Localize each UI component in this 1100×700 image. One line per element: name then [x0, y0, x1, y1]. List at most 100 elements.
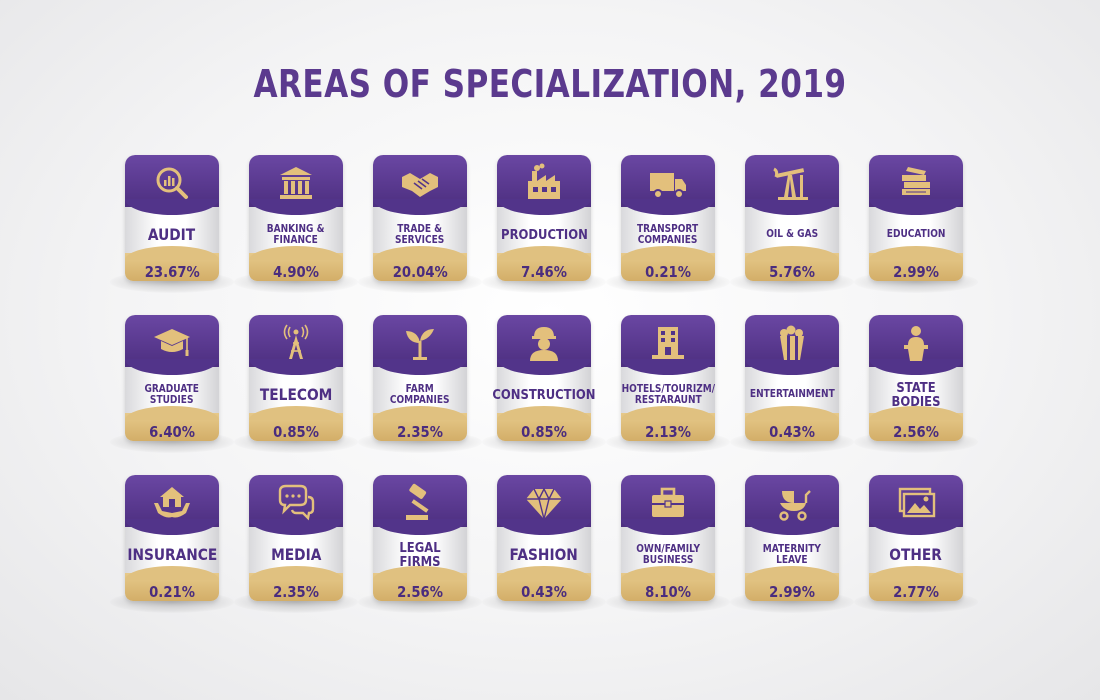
specialization-card: ENTERTAINMENT 0.43%	[730, 315, 854, 453]
card-value-band	[869, 406, 963, 441]
card-value: 0.43%	[521, 583, 567, 601]
specialization-grid: AUDIT 23.67% BANKING & FINANCE 4.90% TRA…	[110, 155, 978, 613]
gavel-icon	[400, 483, 440, 523]
oil-pump-icon	[772, 163, 812, 203]
card-value-band	[249, 566, 343, 601]
card-value-band	[869, 566, 963, 601]
speaker-podium-icon	[896, 323, 936, 363]
worker-helmet-icon	[524, 323, 564, 363]
card-value: 6.40%	[149, 423, 195, 441]
factory-icon	[524, 163, 564, 203]
card-label: ENTERTAINMENT	[749, 388, 835, 401]
card-value: 7.46%	[521, 263, 567, 281]
card-label: MEDIA	[270, 544, 322, 564]
card-value: 2.99%	[769, 583, 815, 601]
specialization-card: FARM COMPANIES 2.35%	[358, 315, 482, 453]
antenna-tower-icon	[276, 323, 316, 363]
card-value-band	[745, 566, 839, 601]
card-body	[373, 155, 467, 281]
card-label: FASHION	[509, 544, 579, 564]
card-value-band	[621, 406, 715, 441]
card-label: EDUCATION	[886, 228, 946, 241]
card-label: BANKING & FINANCE	[267, 222, 325, 246]
hotel-building-icon	[648, 323, 688, 363]
card-value-band	[125, 566, 219, 601]
card-value: 2.99%	[893, 263, 939, 281]
house-hands-icon	[152, 483, 192, 523]
specialization-card: CONSTRUCTION 0.85%	[482, 315, 606, 453]
card-value-band	[373, 406, 467, 441]
card-value-band	[745, 246, 839, 281]
card-value-band	[125, 246, 219, 281]
specialization-card: BANKING & FINANCE 4.90%	[234, 155, 358, 293]
popcorn-icon	[772, 323, 812, 363]
card-label: HOTELS/TOURIZM/ RESTARAUNT	[621, 382, 715, 406]
card-body	[745, 315, 839, 441]
card-value: 5.76%	[769, 263, 815, 281]
chat-bubbles-icon	[276, 483, 316, 523]
truck-icon	[648, 163, 688, 203]
specialization-card: MEDIA 2.35%	[234, 475, 358, 613]
specialization-card: FASHION 0.43%	[482, 475, 606, 613]
magnifier-chart-icon	[152, 163, 192, 203]
card-body	[249, 475, 343, 601]
card-label: TRANSPORT COMPANIES	[637, 222, 699, 246]
sprout-icon	[400, 323, 440, 363]
specialization-card: INSURANCE 0.21%	[110, 475, 234, 613]
card-value: 0.85%	[521, 423, 567, 441]
specialization-card: OTHER 2.77%	[854, 475, 978, 613]
card-value: 4.90%	[273, 263, 319, 281]
card-label: STATE BODIES	[891, 379, 941, 410]
card-value: 0.21%	[149, 583, 195, 601]
specialization-card: MATERNITY LEAVE 2.99%	[730, 475, 854, 613]
card-value: 20.04%	[392, 263, 448, 281]
card-value: 0.85%	[273, 423, 319, 441]
card-label: OWN/FAMILY BUSINESS	[636, 542, 700, 566]
card-value-band	[373, 566, 467, 601]
page-title: AREAS OF SPECIALIZATION, 2019	[253, 62, 847, 106]
card-value: 2.77%	[893, 583, 939, 601]
card-value-band	[125, 406, 219, 441]
card-value: 0.21%	[645, 263, 691, 281]
card-label: FARM COMPANIES	[390, 382, 450, 406]
handshake-icon	[400, 163, 440, 203]
card-label: LEGAL FIRMS	[399, 539, 441, 570]
specialization-card: TRANSPORT COMPANIES 0.21%	[606, 155, 730, 293]
stroller-icon	[772, 483, 812, 523]
card-value: 2.35%	[273, 583, 319, 601]
bank-building-icon	[276, 163, 316, 203]
card-value: 8.10%	[645, 583, 691, 601]
card-value-band	[497, 566, 591, 601]
card-value-band	[745, 406, 839, 441]
card-value-band	[249, 246, 343, 281]
card-label: TELECOM	[259, 384, 333, 404]
card-label: OIL & GAS	[766, 228, 818, 241]
card-value: 0.43%	[769, 423, 815, 441]
specialization-card: HOTELS/TOURIZM/ RESTARAUNT 2.13%	[606, 315, 730, 453]
card-value: 2.13%	[645, 423, 691, 441]
card-label: TRADE & SERVICES	[395, 222, 445, 246]
specialization-card: OWN/FAMILY BUSINESS 8.10%	[606, 475, 730, 613]
card-value-band	[497, 406, 591, 441]
specialization-card: OIL & GAS 5.76%	[730, 155, 854, 293]
card-label: PRODUCTION	[500, 226, 588, 243]
specialization-card: LEGAL FIRMS 2.56%	[358, 475, 482, 613]
briefcase-icon	[648, 483, 688, 523]
card-label: CONSTRUCTION	[492, 386, 596, 403]
graduation-cap-icon	[152, 323, 192, 363]
card-value: 2.35%	[397, 423, 443, 441]
card-value-band	[621, 566, 715, 601]
specialization-card: TRADE & SERVICES 20.04%	[358, 155, 482, 293]
specialization-card: AUDIT 23.67%	[110, 155, 234, 293]
specialization-card: PRODUCTION 7.46%	[482, 155, 606, 293]
card-value: 2.56%	[397, 583, 443, 601]
card-value: 23.67%	[144, 263, 200, 281]
images-icon	[896, 483, 936, 523]
card-label: INSURANCE	[127, 544, 217, 564]
card-label: AUDIT	[148, 224, 196, 244]
card-label: MATERNITY LEAVE	[762, 542, 822, 566]
card-value-band	[249, 406, 343, 441]
specialization-card: EDUCATION 2.99%	[854, 155, 978, 293]
specialization-card: GRADUATE STUDIES 6.40%	[110, 315, 234, 453]
card-value-band	[497, 246, 591, 281]
